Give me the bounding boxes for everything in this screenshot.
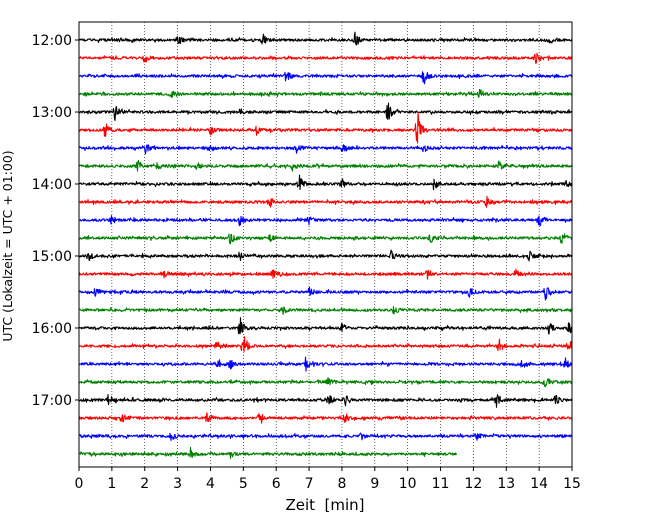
x-tick-label: 11 — [432, 476, 450, 492]
x-tick-label: 8 — [337, 476, 346, 492]
y-tick-label: 13:00 — [32, 105, 72, 121]
x-axis-label: Zeit [min] — [285, 496, 364, 514]
seismogram-trace — [78, 446, 458, 460]
seismogram-trace — [78, 412, 573, 424]
x-tick-label: 6 — [272, 476, 281, 492]
seismogram-trace — [78, 432, 573, 442]
x-tick-label: 5 — [239, 476, 248, 492]
seismogram-trace — [78, 111, 573, 144]
x-tick-label: 4 — [206, 476, 215, 492]
seismogram-trace — [78, 286, 573, 301]
seismogram-trace — [78, 195, 573, 208]
y-axis-label: UTC (Lokalzeit = UTC + 01:00) — [0, 150, 15, 341]
seismogram-trace — [78, 52, 573, 65]
seismogram-trace — [78, 71, 573, 85]
x-tick-label: 10 — [399, 476, 417, 492]
seismogram-trace — [78, 144, 573, 155]
seismogram-trace — [78, 377, 573, 388]
seismogram-trace — [78, 336, 573, 353]
seismogram-trace — [78, 233, 573, 245]
vertical-grid — [111, 22, 540, 467]
y-tick-label: 17:00 — [32, 393, 72, 409]
seismogram-trace — [78, 306, 573, 315]
y-axis-ticks: 12:00 13:00 14:00 15:00 16:00 17:00 — [32, 33, 79, 409]
x-axis-ticks: 0 1 2 3 4 5 6 7 8 9 10 11 12 13 14 15 — [75, 467, 581, 492]
x-tick-label: 12 — [464, 476, 482, 492]
seismogram-trace — [78, 394, 573, 408]
seismogram-trace — [78, 160, 573, 172]
seismogram-trace — [78, 174, 573, 191]
x-tick-label: 2 — [140, 476, 149, 492]
x-tick-label: 15 — [563, 476, 581, 492]
seismogram-trace — [78, 317, 573, 335]
x-tick-label: 13 — [497, 476, 515, 492]
y-tick-label: 12:00 — [32, 33, 72, 49]
x-tick-label: 0 — [75, 476, 84, 492]
seismogram-trace — [78, 88, 573, 98]
seismogram-trace — [78, 31, 573, 46]
y-tick-label: 14:00 — [32, 177, 72, 193]
plot-frame — [78, 21, 573, 468]
x-tick-label: 3 — [173, 476, 182, 492]
y-tick-label: 15:00 — [32, 249, 72, 265]
seismogram-trace — [78, 215, 573, 227]
y-tick-label: 16:00 — [32, 321, 72, 337]
x-tick-label: 9 — [370, 476, 379, 492]
seismogram-trace — [78, 268, 573, 280]
x-tick-label: 14 — [530, 476, 548, 492]
seismogram-traces — [78, 31, 573, 460]
x-tick-label: 1 — [107, 476, 116, 492]
seismogram-trace — [78, 102, 573, 122]
x-tick-label: 7 — [305, 476, 314, 492]
seismogram-trace — [78, 356, 573, 372]
seismogram-trace — [78, 249, 573, 262]
